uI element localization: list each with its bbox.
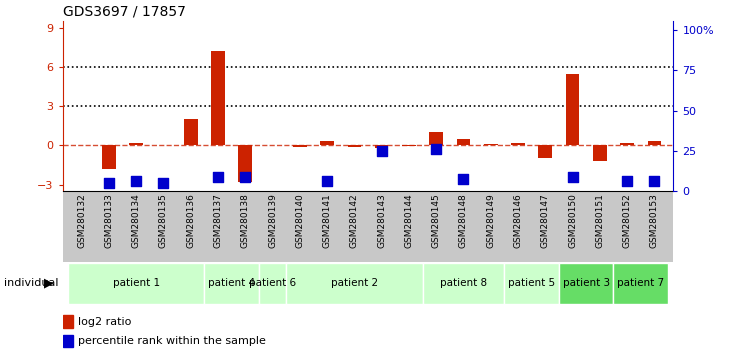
Point bbox=[130, 178, 142, 183]
Bar bbox=[375, 145, 389, 148]
Text: GSM280135: GSM280135 bbox=[159, 193, 168, 248]
Bar bbox=[211, 51, 224, 145]
Bar bbox=[63, 335, 74, 347]
Bar bbox=[539, 145, 552, 159]
Text: GSM280138: GSM280138 bbox=[241, 193, 250, 248]
Point bbox=[567, 174, 578, 179]
Text: GSM280137: GSM280137 bbox=[213, 193, 222, 248]
Bar bbox=[504, 263, 559, 304]
Text: patient 3: patient 3 bbox=[562, 278, 609, 288]
Text: patient 2: patient 2 bbox=[330, 278, 378, 288]
Text: individual: individual bbox=[4, 278, 58, 288]
Text: GDS3697 / 17857: GDS3697 / 17857 bbox=[63, 5, 185, 19]
Bar bbox=[402, 145, 416, 146]
Text: GSM280145: GSM280145 bbox=[432, 193, 441, 248]
Bar bbox=[130, 143, 143, 145]
Text: patient 7: patient 7 bbox=[618, 278, 665, 288]
Text: GSM280140: GSM280140 bbox=[295, 193, 304, 248]
Bar bbox=[422, 263, 504, 304]
Bar bbox=[102, 145, 116, 169]
Text: GSM280147: GSM280147 bbox=[541, 193, 550, 248]
Text: GSM280136: GSM280136 bbox=[186, 193, 195, 248]
Bar bbox=[320, 142, 334, 145]
Point bbox=[212, 175, 224, 180]
Bar bbox=[259, 263, 286, 304]
Text: percentile rank within the sample: percentile rank within the sample bbox=[78, 336, 266, 346]
Text: GSM280151: GSM280151 bbox=[595, 193, 604, 248]
Bar bbox=[613, 263, 668, 304]
Bar bbox=[68, 263, 205, 304]
Bar bbox=[184, 119, 197, 145]
Text: GSM280143: GSM280143 bbox=[377, 193, 386, 248]
Point bbox=[648, 178, 660, 184]
Bar bbox=[456, 139, 470, 145]
Text: GSM280134: GSM280134 bbox=[132, 193, 141, 248]
Bar bbox=[286, 263, 422, 304]
Bar bbox=[238, 145, 252, 182]
Text: GSM280146: GSM280146 bbox=[514, 193, 523, 248]
Text: GSM280132: GSM280132 bbox=[77, 193, 86, 248]
Text: patient 8: patient 8 bbox=[440, 278, 487, 288]
Text: GSM280148: GSM280148 bbox=[459, 193, 468, 248]
Text: GSM280150: GSM280150 bbox=[568, 193, 577, 248]
Point bbox=[321, 178, 333, 184]
Text: GSM280139: GSM280139 bbox=[268, 193, 277, 248]
Bar bbox=[648, 142, 661, 145]
Bar bbox=[205, 263, 259, 304]
Point bbox=[621, 178, 633, 183]
Text: patient 1: patient 1 bbox=[113, 278, 160, 288]
Point bbox=[158, 181, 169, 186]
Text: GSM280142: GSM280142 bbox=[350, 193, 359, 248]
Point bbox=[376, 148, 388, 154]
Text: patient 6: patient 6 bbox=[249, 278, 296, 288]
Bar bbox=[63, 315, 74, 328]
Text: log2 ratio: log2 ratio bbox=[78, 316, 131, 327]
Bar bbox=[566, 74, 579, 145]
Point bbox=[103, 180, 115, 186]
Text: patient 5: patient 5 bbox=[508, 278, 555, 288]
Text: patient 4: patient 4 bbox=[208, 278, 255, 288]
Text: GSM280153: GSM280153 bbox=[650, 193, 659, 248]
Bar bbox=[593, 145, 606, 161]
Text: ▶: ▶ bbox=[44, 277, 54, 290]
Bar bbox=[512, 143, 525, 145]
Point bbox=[239, 174, 251, 179]
Bar bbox=[293, 145, 307, 147]
Text: GSM280149: GSM280149 bbox=[486, 193, 495, 248]
Text: GSM280144: GSM280144 bbox=[404, 193, 414, 248]
Text: GSM280141: GSM280141 bbox=[322, 193, 332, 248]
Point bbox=[458, 176, 470, 182]
Bar bbox=[559, 263, 613, 304]
Point bbox=[431, 147, 442, 152]
Bar bbox=[620, 143, 634, 145]
Bar bbox=[347, 145, 361, 147]
Text: GSM280133: GSM280133 bbox=[105, 193, 113, 248]
Text: GSM280152: GSM280152 bbox=[623, 193, 631, 248]
Bar bbox=[429, 132, 443, 145]
Bar bbox=[484, 144, 498, 145]
